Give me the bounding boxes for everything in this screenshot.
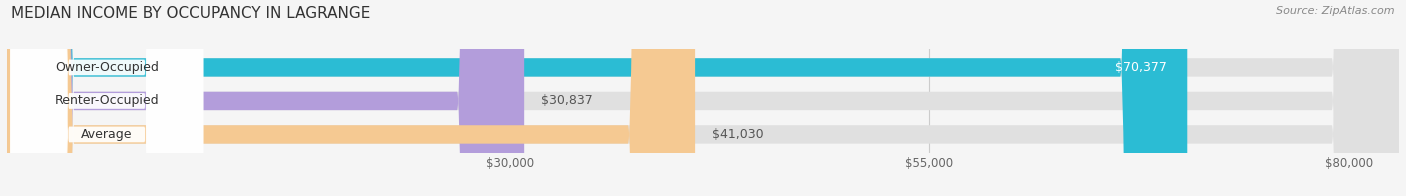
Text: $30,837: $30,837 xyxy=(541,94,593,107)
Text: $70,377: $70,377 xyxy=(1115,61,1167,74)
FancyBboxPatch shape xyxy=(7,0,1187,196)
FancyBboxPatch shape xyxy=(10,0,204,196)
FancyBboxPatch shape xyxy=(7,0,695,196)
Text: Owner-Occupied: Owner-Occupied xyxy=(55,61,159,74)
FancyBboxPatch shape xyxy=(7,0,1399,196)
Text: MEDIAN INCOME BY OCCUPANCY IN LAGRANGE: MEDIAN INCOME BY OCCUPANCY IN LAGRANGE xyxy=(11,6,371,21)
Text: Renter-Occupied: Renter-Occupied xyxy=(55,94,159,107)
FancyBboxPatch shape xyxy=(10,0,204,196)
FancyBboxPatch shape xyxy=(7,0,524,196)
FancyBboxPatch shape xyxy=(7,0,1399,196)
FancyBboxPatch shape xyxy=(10,0,204,196)
Text: $41,030: $41,030 xyxy=(711,128,763,141)
FancyBboxPatch shape xyxy=(7,0,1399,196)
Text: Average: Average xyxy=(82,128,132,141)
Text: Source: ZipAtlas.com: Source: ZipAtlas.com xyxy=(1277,6,1395,16)
